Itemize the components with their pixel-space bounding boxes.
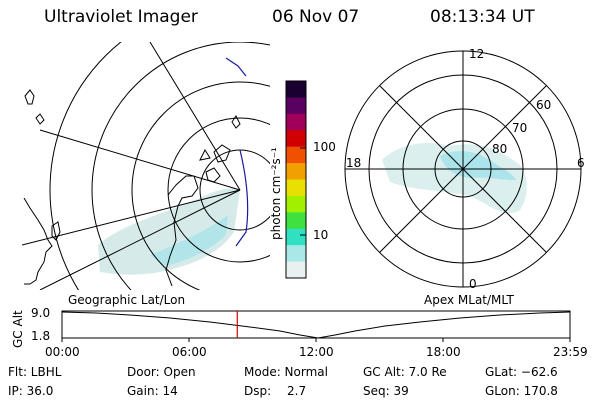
geographic-label: Geographic Lat/Lon: [68, 293, 186, 307]
polar-mlt-18: 18: [346, 156, 362, 170]
colorbar-unit-label: photon cm⁻²s⁻¹: [269, 147, 283, 240]
info-seq: Seq: 39: [363, 384, 409, 398]
timeline-plot: [61, 310, 571, 342]
colorbar-band: [286, 179, 306, 197]
altitude-curve: [61, 311, 571, 339]
polar-mlt-0: 0: [469, 277, 477, 291]
timeline-y-axis-label: GC Alt: [11, 310, 25, 348]
colorbar-band: [286, 261, 306, 279]
info-dsp-label: Dsp:: [244, 384, 272, 398]
timeline-x-tick-label: 00:00: [45, 345, 80, 359]
colorbar: [285, 80, 307, 279]
timeline-y-max: 9.0: [31, 306, 51, 320]
polar-plot: [344, 50, 582, 288]
colorbar-band: [286, 81, 306, 98]
info-dsp-value: 2.7: [287, 384, 307, 398]
timeline-y-min: 1.8: [31, 329, 51, 343]
polar-lat-80: 80: [492, 142, 508, 156]
coastlines: [23, 89, 241, 287]
colorbar-band: [286, 245, 306, 263]
info-ip: IP: 36.0: [8, 384, 54, 398]
colorbar-band: [286, 97, 306, 115]
time-label: 08:13:34 UT: [430, 7, 535, 27]
terminator-line: [225, 57, 249, 247]
polar-lat-70: 70: [512, 121, 528, 135]
info-gc-alt: GC Alt: 7.0 Re: [363, 365, 447, 379]
polar-lat-60: 60: [536, 98, 552, 112]
timeline-x-tick-label: 06:00: [172, 345, 207, 359]
colorbar-band: [286, 228, 306, 246]
instrument-title: Ultraviolet Imager: [44, 7, 198, 27]
info-door: Door: Open: [127, 365, 196, 379]
colorbar-band: [286, 163, 306, 180]
apex-label: Apex MLat/MLT: [424, 293, 514, 307]
info-flt: Flt: LBHL: [8, 365, 62, 379]
timeline-x-tick-label: 18:00: [426, 345, 461, 359]
polar-mlt-12: 12: [469, 47, 485, 61]
info-mode: Mode: Normal: [244, 365, 328, 379]
colorbar-tick-10: 10: [313, 228, 329, 242]
info-glat: GLat: −62.6: [485, 365, 558, 379]
colorbar-band: [286, 195, 306, 213]
polar-mlt-6: 6: [577, 156, 585, 170]
colorbar-tick-100: 100: [313, 140, 336, 154]
timeline-x-tick-label: 12:00: [299, 345, 334, 359]
date-label: 06 Nov 07: [272, 7, 360, 27]
colorbar-band: [286, 212, 306, 230]
colorbar-band: [286, 113, 306, 131]
geographic-map: [22, 42, 270, 290]
colorbar-band: [286, 130, 306, 148]
colorbar-band: [286, 146, 306, 164]
info-glon: GLon: 170.8: [485, 384, 558, 398]
timeline-x-tick-label: 23:59: [553, 345, 588, 359]
info-gain: Gain: 14: [127, 384, 178, 398]
